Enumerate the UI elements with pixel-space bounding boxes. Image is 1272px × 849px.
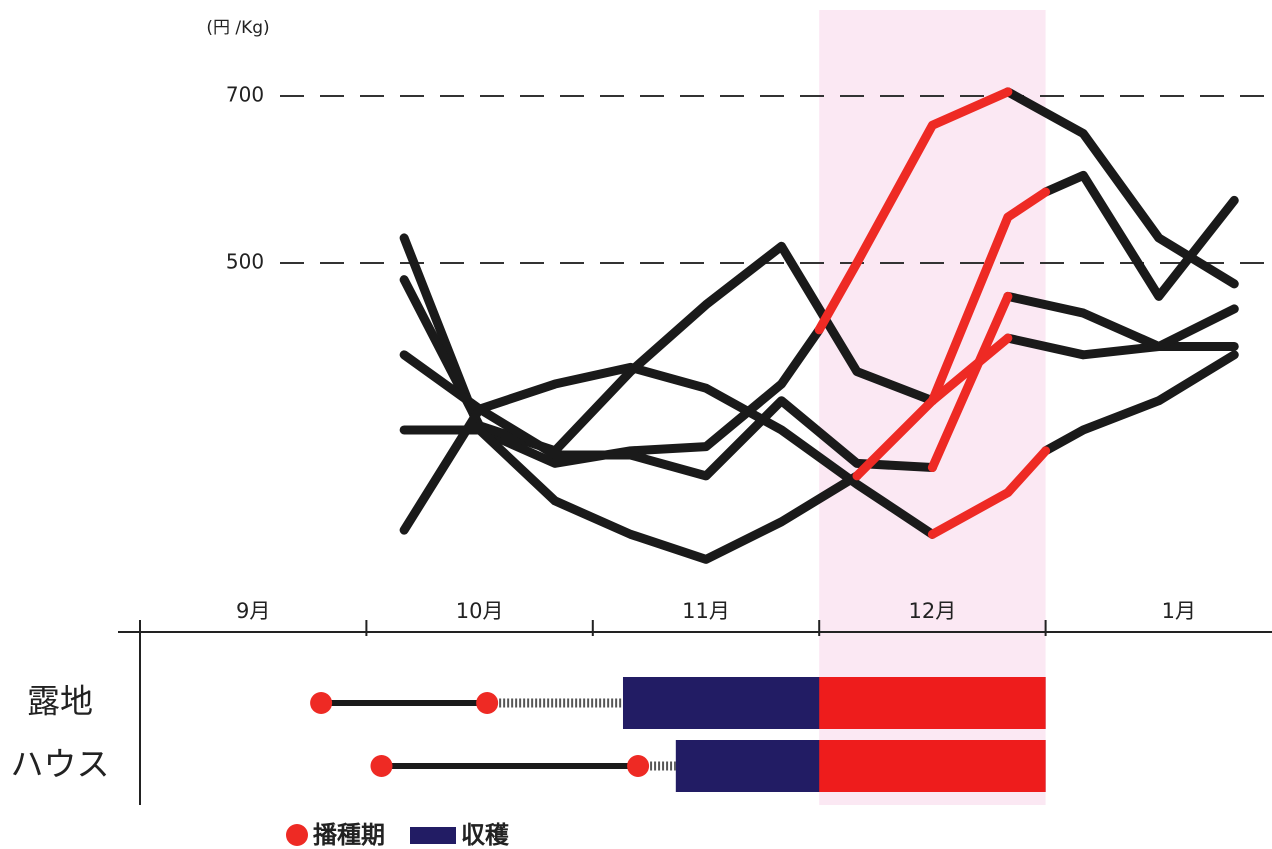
sowing-dot <box>627 755 650 777</box>
line <box>1041 350 1239 456</box>
line <box>852 187 1051 481</box>
line <box>927 446 1051 539</box>
line <box>399 396 937 535</box>
sowing-dot <box>476 692 499 714</box>
row-label: ハウス <box>11 745 110 784</box>
sowing-dot <box>310 692 333 714</box>
legend-label: 播種期 <box>313 821 385 849</box>
y-tick-label: 500 <box>226 249 264 273</box>
harvest-bar-highlight <box>819 677 1046 729</box>
x-tick-label: 12月 <box>909 599 957 623</box>
legend-sowing-swatch <box>286 824 308 846</box>
harvest-bar-highlight <box>819 740 1046 792</box>
line <box>1003 87 1239 289</box>
legend-label: 収穫 <box>461 821 509 849</box>
sowing-dot <box>370 755 393 777</box>
highlight-band <box>819 10 1046 805</box>
row-label: 露地 <box>27 682 93 721</box>
legend-harvest-swatch <box>410 827 456 844</box>
line <box>814 87 1013 335</box>
line <box>1003 333 1239 360</box>
line <box>927 333 1013 406</box>
x-tick-label: 11月 <box>682 599 730 623</box>
line <box>927 291 1013 473</box>
unit-label: (円 /Kg) <box>206 18 269 38</box>
line <box>1041 170 1239 301</box>
line <box>1003 291 1239 351</box>
x-tick-label: 10月 <box>456 599 504 623</box>
x-tick-label: 1月 <box>1162 599 1196 623</box>
line <box>399 241 937 456</box>
y-tick-label: 700 <box>226 83 264 107</box>
line <box>399 425 862 564</box>
x-tick-label: 9月 <box>236 599 270 623</box>
line <box>399 350 937 539</box>
